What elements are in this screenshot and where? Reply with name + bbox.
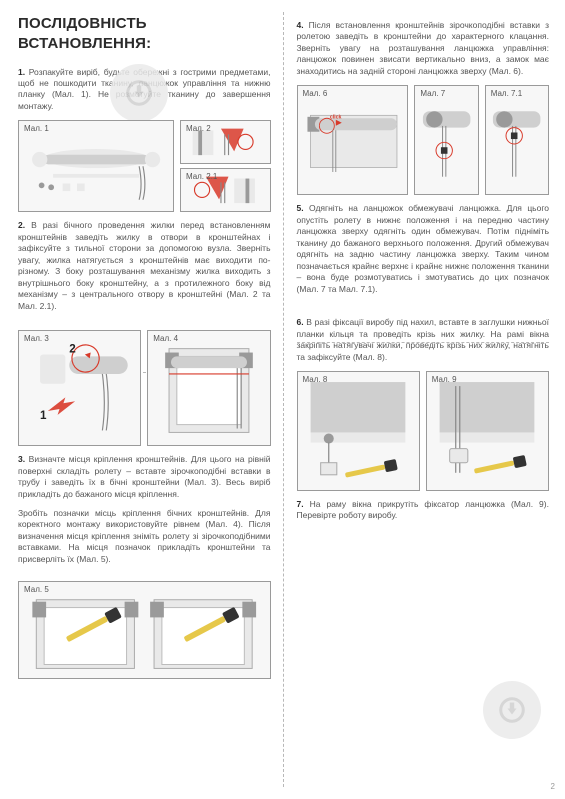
figure-label: Мал. 9 — [432, 375, 457, 386]
diagram-icon — [301, 376, 415, 487]
figure-label: Мал. 5 — [24, 585, 49, 596]
step-3a: 3. Визначте місця кріплення кронштейнів.… — [18, 454, 271, 500]
figure-label: Мал. 4 — [153, 334, 178, 345]
figure-label: Мал. 7.1 — [491, 89, 522, 100]
step-6: 6. В разі фіксації виробу під нахил, вст… — [297, 317, 550, 363]
click-label: click — [330, 114, 342, 120]
page-title: ПОСЛІДОВНІСТЬ ВСТАНОВЛЕННЯ: — [18, 14, 271, 55]
diagram-icon — [24, 586, 264, 674]
page: ПОСЛІДОВНІСТЬ ВСТАНОВЛЕННЯ: 1. Розпакуйт… — [0, 0, 565, 799]
diagram-icon — [488, 91, 545, 190]
left-column: ПОСЛІДОВНІСТЬ ВСТАНОВЛЕННЯ: 1. Розпакуйт… — [0, 0, 283, 799]
right-column: 4. Після встановлення кронштейнів зірочк… — [283, 0, 565, 799]
diagram-icon — [152, 335, 266, 442]
step-5: 5. Одягніть на ланцюжок обмежувачі ланцю… — [297, 203, 550, 295]
figure-8: Мал. 8 — [297, 371, 420, 491]
figure-1: Мал. 1 — [18, 120, 174, 212]
figure-9: Мал. 9 — [426, 371, 549, 491]
fig-row-1: Мал. 1 Мал. 2 — [18, 120, 271, 212]
figure-label: Мал. 6 — [303, 89, 328, 100]
fig-row-4: Мал. 6 click Мал. 7 — [297, 85, 550, 195]
figure-label: Мал. 2 — [186, 124, 211, 135]
page-number: 2 — [551, 782, 555, 793]
callout-2-label: 2 — [69, 342, 76, 355]
figure-2: Мал. 2 — [180, 120, 271, 164]
diagram-icon: click — [300, 91, 404, 190]
figure-7: Мал. 7 — [414, 85, 478, 195]
watermark-icon — [110, 64, 168, 122]
diagram-icon — [430, 376, 544, 487]
figure-7-1: Мал. 7.1 — [485, 85, 549, 195]
step-2: 2. В разі бічного проведення жилки перед… — [18, 220, 271, 312]
figure-label: Мал. 1 — [24, 124, 49, 135]
step-4: 4. Після встановлення кронштейнів зірочк… — [297, 20, 550, 77]
watermark-icon — [483, 681, 541, 739]
figure-label: Мал. 3 — [24, 334, 49, 345]
figure-4: Мал. 4 — [147, 330, 270, 446]
figure-5: Мал. 5 — [18, 581, 271, 679]
figure-label: Мал. 7 — [420, 89, 445, 100]
diagram-icon: 1 2 — [23, 335, 137, 442]
figure-label: Мал. 2.1 — [186, 172, 217, 183]
step-7: 7. На раму вікна прикрутіть фіксатор лан… — [297, 499, 550, 522]
figure-6: Мал. 6 click — [297, 85, 409, 195]
fig-row-3: Мал. 5 — [18, 581, 271, 679]
diagram-icon — [23, 128, 169, 205]
figure-3: Мал. 3 1 2 — [18, 330, 141, 446]
fig-row-5: Мал. 8 Мал. 9 — [297, 371, 550, 491]
fig-row-2: Мал. 3 1 2 Мал. 4 — [18, 330, 271, 446]
figure-2-1: Мал. 2.1 — [180, 168, 271, 212]
diagram-icon — [418, 91, 475, 190]
horizontal-divider — [297, 342, 550, 343]
callout-1-label: 1 — [40, 408, 47, 421]
figure-label: Мал. 8 — [303, 375, 328, 386]
step-3b: Зробіть позначки місць кріплення бічних … — [18, 508, 271, 565]
